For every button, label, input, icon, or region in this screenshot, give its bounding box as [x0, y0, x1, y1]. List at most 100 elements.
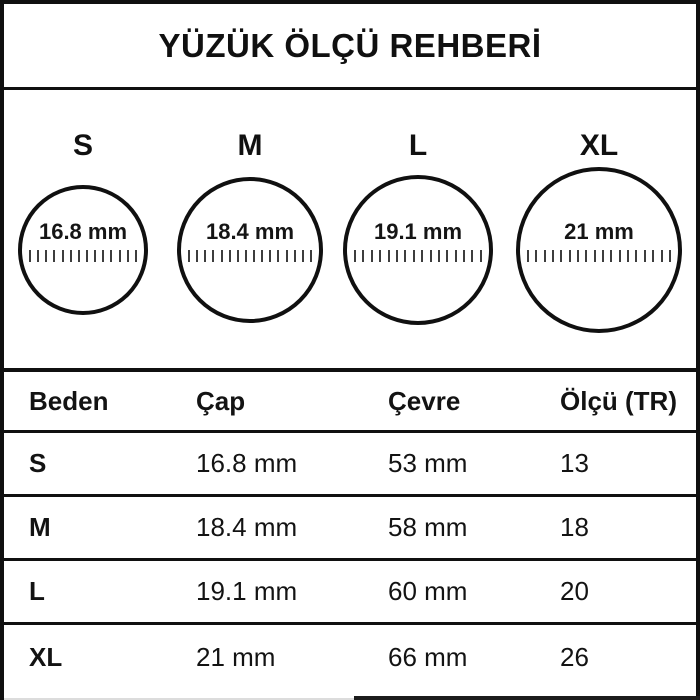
cell-diameter: 19.1 mm	[196, 576, 298, 606]
ruler-tick	[269, 250, 272, 262]
ring-size-label: M	[237, 129, 263, 162]
table-row-m: M 18.4 mm 58 mm 18	[4, 497, 696, 561]
size-table: Beden Çap Çevre Ölçü (TR) S 16.8 mm 53 m…	[4, 368, 696, 689]
ruler-tick	[29, 250, 31, 262]
cell-circumference: 66 mm	[388, 641, 468, 672]
table-row-l: L 19.1 mm 60 mm 20	[4, 561, 696, 625]
ruler-tick	[602, 250, 605, 262]
ruler-tick	[285, 250, 288, 262]
cell-diameter: 16.8 mm	[196, 448, 298, 478]
ruler-tick	[552, 250, 555, 262]
ring-diagram: S 16.8 mm M 18.4 mm L 19.1 mm XL 21 mm	[4, 93, 696, 368]
ruler-tick	[69, 250, 72, 262]
cell-circumference: 58 mm	[388, 512, 468, 542]
page-title: YÜZÜK ÖLÇÜ REHBERİ	[158, 26, 542, 64]
ring-circle-icon: 18.4 mm	[177, 177, 323, 323]
ruler-tick	[94, 250, 97, 262]
ruler-tick	[126, 250, 129, 262]
ruler-tick	[45, 250, 48, 262]
ruler-tick	[412, 250, 415, 262]
header-cell-olcu-tr: Ölçü (TR)	[560, 385, 677, 416]
ruler-tick	[77, 250, 80, 262]
ruler-tick	[277, 250, 280, 262]
ring-diameter-value: 19.1 mm	[373, 219, 463, 244]
table-row-xl: XL 21 mm 66 mm 26	[4, 625, 696, 689]
ruler-tick	[668, 250, 671, 262]
ruler-tick	[479, 250, 482, 262]
ruler-tick	[37, 250, 40, 262]
cell-tr-size: 13	[560, 448, 589, 478]
ruler-tick	[446, 250, 449, 262]
ruler-ticks	[354, 250, 482, 262]
ring-diameter-value: 21 mm	[564, 219, 634, 244]
ring-circle-icon: 16.8 mm	[18, 185, 148, 315]
ruler-tick	[118, 250, 121, 262]
ruler-tick	[437, 250, 440, 262]
bottom-border-fragment	[354, 696, 700, 700]
ruler-tick	[188, 250, 190, 262]
ruler-tick	[236, 250, 239, 262]
ring-circle-icon: 19.1 mm	[343, 175, 493, 325]
ruler-tick	[204, 250, 207, 262]
ruler-tick	[404, 250, 407, 262]
header-cell-cap: Çap	[196, 385, 246, 416]
ruler-tick	[110, 250, 113, 262]
ruler-ticks	[188, 250, 312, 262]
ruler-tick	[387, 250, 390, 262]
table-row-s: S 16.8 mm 53 mm 13	[4, 433, 696, 497]
ruler-tick	[301, 250, 304, 262]
ruler-tick	[212, 250, 215, 262]
ruler-tick	[560, 250, 563, 262]
title-band: YÜZÜK ÖLÇÜ REHBERİ	[4, 4, 696, 90]
ruler-tick	[568, 250, 571, 262]
ruler-tick	[395, 250, 398, 262]
ring-diameter-value: 16.8 mm	[38, 219, 128, 244]
ruler-tick	[379, 250, 382, 262]
cell-circumference: 53 mm	[388, 448, 468, 478]
ruler-tick	[53, 250, 56, 262]
ruler-tick	[421, 250, 424, 262]
ring-circle-icon: 21 mm	[516, 167, 682, 333]
cell-size: S	[29, 448, 47, 478]
ruler-ticks	[29, 250, 137, 262]
cell-circumference: 60 mm	[388, 576, 468, 606]
ruler-tick	[61, 250, 64, 262]
ruler-tick	[293, 250, 296, 262]
ruler-tick	[196, 250, 199, 262]
ruler-tick	[610, 250, 613, 262]
ruler-tick	[309, 250, 312, 262]
ruler-tick	[253, 250, 255, 262]
ruler-tick	[85, 250, 88, 262]
cell-size: L	[29, 576, 45, 606]
ruler-tick	[643, 250, 646, 262]
ruler-tick	[618, 250, 621, 262]
bottom-faint-line	[4, 698, 696, 700]
ring-size-label: S	[72, 129, 94, 162]
cell-diameter: 21 mm	[196, 641, 276, 672]
ruler-tick	[244, 250, 247, 262]
ruler-tick	[543, 250, 546, 262]
ring-size-label: XL	[579, 129, 619, 162]
ruler-tick	[660, 250, 663, 262]
ruler-tick	[585, 250, 588, 262]
ruler-tick	[635, 250, 638, 262]
cell-diameter: 18.4 mm	[196, 512, 298, 542]
cell-size: XL	[29, 641, 63, 672]
cell-tr-size: 18	[560, 512, 589, 542]
ruler-tick	[370, 250, 373, 262]
ruler-tick	[627, 250, 630, 262]
cell-tr-size: 26	[560, 641, 589, 672]
ruler-ticks	[527, 250, 671, 262]
header-cell-cevre: Çevre	[388, 385, 461, 416]
ruler-tick	[527, 250, 529, 262]
header-cell-beden: Beden	[29, 385, 109, 416]
cell-size: M	[29, 512, 51, 542]
ruler-tick	[134, 250, 137, 262]
ruler-tick	[652, 250, 655, 262]
ruler-tick	[463, 250, 466, 262]
ruler-tick	[220, 250, 223, 262]
table-header-row: Beden Çap Çevre Ölçü (TR)	[4, 372, 696, 433]
ruler-tick	[471, 250, 474, 262]
ruler-tick	[228, 250, 231, 262]
